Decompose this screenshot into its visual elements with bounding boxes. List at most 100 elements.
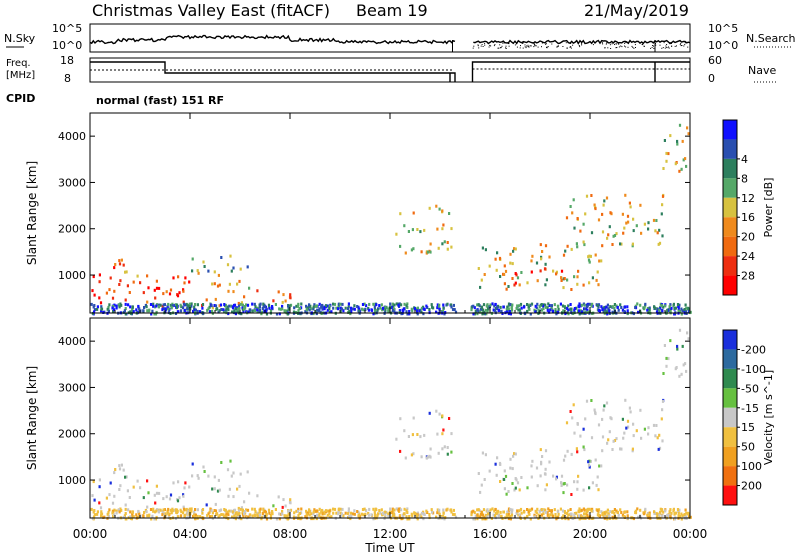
range-gate-cell	[174, 303, 177, 307]
range-gate-cell	[152, 509, 155, 513]
x-tick-label: 00:00	[673, 527, 708, 541]
range-gate-cell	[361, 303, 365, 306]
range-gate-cell	[607, 233, 610, 237]
range-gate-cell	[129, 310, 132, 314]
range-gate-cell	[476, 508, 479, 512]
range-gate-cell	[470, 308, 473, 312]
range-gate-cell	[167, 307, 170, 311]
range-gate-cell	[542, 307, 545, 311]
range-gate-cell	[486, 515, 489, 518]
range-gate-cell	[93, 304, 96, 307]
range-gate-cell	[390, 306, 393, 309]
range-gate-cell	[90, 302, 93, 306]
range-gate-cell	[230, 304, 233, 308]
range-gate-cell	[477, 309, 480, 313]
range-gate-cell	[479, 310, 482, 314]
x-tick-label: 00:00	[73, 527, 108, 541]
range-gate-cell	[552, 474, 555, 478]
range-gate-cell	[238, 279, 241, 283]
range-gate-cell	[578, 302, 581, 306]
range-gate-cell	[519, 310, 522, 314]
range-gate-cell	[315, 312, 318, 316]
nsearch-dot	[497, 47, 499, 49]
range-gate-cell	[540, 303, 543, 306]
range-gate-cell	[663, 344, 666, 347]
range-gate-cell	[339, 306, 342, 310]
range-gate-cell	[375, 508, 378, 512]
range-gate-cell	[398, 515, 401, 519]
range-gate-cell	[548, 509, 551, 512]
range-gate-cell	[578, 305, 581, 309]
range-gate-cell	[228, 509, 231, 513]
range-gate-cell	[183, 486, 186, 490]
range-gate-cell	[510, 511, 513, 515]
range-gate-cell	[597, 218, 601, 222]
range-gate-cell	[484, 308, 487, 312]
range-gate-cell	[370, 308, 373, 312]
range-gate-cell	[514, 452, 517, 456]
range-gate-cell	[654, 229, 657, 233]
range-gate-cell	[312, 512, 315, 516]
range-gate-cell	[477, 303, 480, 307]
range-gate-cell	[154, 296, 157, 300]
range-gate-cell	[547, 302, 550, 306]
range-gate-cell	[188, 302, 191, 306]
range-gate-cell	[565, 421, 569, 425]
range-gate-cell	[283, 309, 286, 313]
range-gate-cell	[503, 264, 506, 268]
nsearch-dot	[556, 45, 558, 47]
range-gate-cell	[535, 306, 538, 310]
range-gate-cell	[484, 513, 487, 517]
range-gate-cell	[677, 514, 680, 517]
range-gate-cell	[507, 302, 511, 306]
range-gate-cell	[681, 139, 684, 143]
range-gate-cell	[231, 515, 234, 519]
range-gate-cell	[676, 344, 679, 348]
range-gate-cell	[600, 305, 603, 309]
range-gate-cell	[298, 512, 302, 515]
range-gate-cell	[318, 514, 321, 517]
range-gate-cell	[357, 510, 360, 514]
range-gate-cell	[679, 310, 682, 313]
range-gate-cell	[93, 310, 96, 314]
nsearch-dot	[519, 47, 521, 49]
colorbar-segment	[723, 139, 737, 159]
range-gate-cell	[429, 242, 432, 246]
range-gate-cell	[237, 506, 240, 510]
range-gate-cell	[666, 308, 669, 312]
range-gate-cell	[470, 513, 473, 517]
range-gate-cell	[514, 247, 517, 251]
range-gate-cell	[256, 494, 259, 498]
range-gate-cell	[646, 307, 650, 310]
range-gate-cell	[594, 207, 597, 211]
nsearch-dot	[499, 44, 501, 46]
range-gate-cell	[281, 509, 284, 513]
range-gate-cell	[348, 309, 351, 313]
range-gate-cell	[155, 310, 158, 314]
range-gate-cell	[583, 448, 586, 452]
range-gate-cell	[327, 509, 330, 513]
range-gate-cell	[182, 288, 185, 292]
colorbar-frame	[722, 119, 738, 296]
range-gate-cell	[228, 487, 231, 491]
range-gate-cell	[448, 212, 451, 215]
range-gate-cell	[93, 515, 96, 519]
nsearch-dot	[522, 42, 524, 44]
range-gate-cell	[372, 312, 375, 316]
range-gate-cell	[118, 467, 122, 471]
range-gate-cell	[571, 211, 574, 215]
nsearch-dot	[480, 45, 482, 47]
range-gate-cell	[487, 307, 490, 311]
range-gate-cell	[602, 408, 605, 412]
range-gate-cell	[603, 404, 606, 408]
nsearch-dot	[665, 45, 667, 47]
range-gate-cell	[678, 123, 682, 127]
range-gate-cell	[606, 303, 609, 307]
range-gate-cell	[162, 497, 165, 501]
range-gate-cell	[597, 513, 600, 517]
range-gate-cell	[593, 408, 596, 412]
range-gate-cell	[481, 517, 484, 521]
range-gate-cell	[555, 517, 558, 521]
range-gate-cell	[305, 513, 308, 517]
range-gate-cell	[146, 300, 149, 304]
